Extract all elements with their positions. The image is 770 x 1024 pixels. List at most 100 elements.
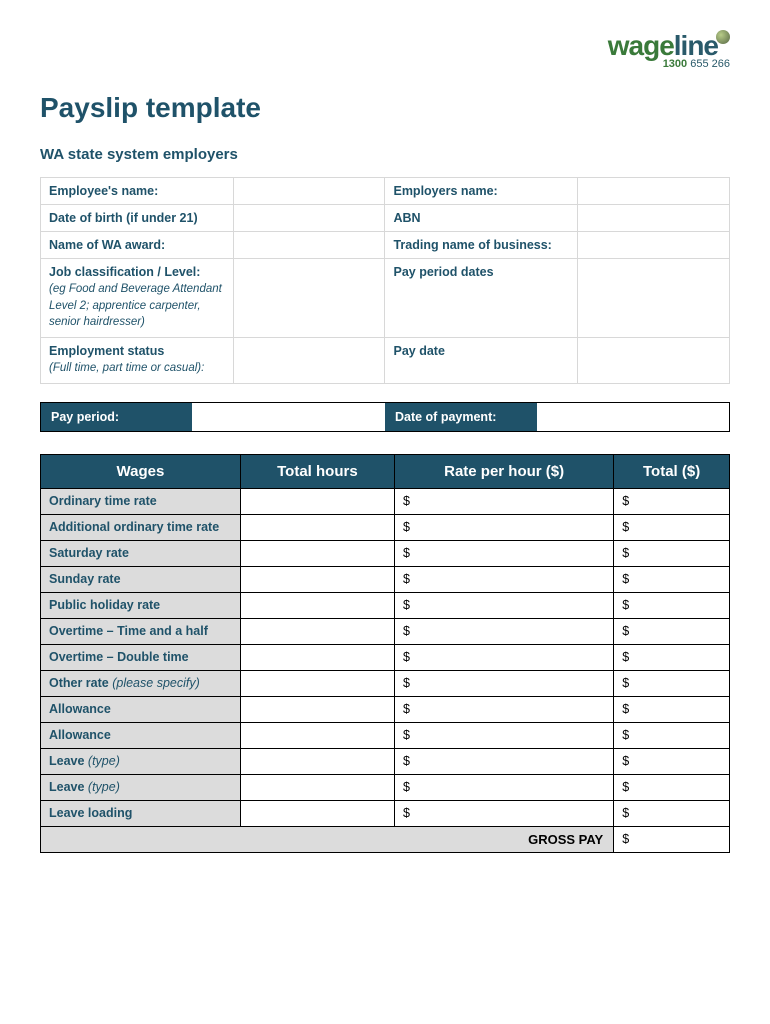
info-label-right: Pay date (385, 338, 578, 384)
total-hours-cell[interactable] (240, 670, 394, 696)
total-cell[interactable]: $ (614, 748, 730, 774)
table-row: Allowance $$ (41, 696, 730, 722)
rate-cell[interactable]: $ (395, 540, 614, 566)
page-title: Payslip template (40, 92, 730, 124)
info-hint: (Full time, part time or casual): (49, 360, 225, 377)
col-total-hours: Total hours (240, 454, 394, 488)
rate-cell[interactable]: $ (395, 670, 614, 696)
table-row: Employee's name: Employers name: (41, 178, 730, 205)
total-cell[interactable]: $ (614, 566, 730, 592)
wage-row-hint: (type) (88, 780, 120, 794)
table-row: Job classification / Level:(eg Food and … (41, 259, 730, 338)
pay-period-table: Pay period: Date of payment: (40, 402, 730, 432)
info-label-left: Employment status(Full time, part time o… (41, 338, 234, 384)
wage-row-label: Saturday rate (41, 540, 241, 566)
total-hours-cell[interactable] (240, 540, 394, 566)
rate-cell[interactable]: $ (395, 800, 614, 826)
wage-row-label: Leave (type) (41, 748, 241, 774)
pay-period-value[interactable] (192, 402, 385, 431)
logo-word2: line (674, 30, 718, 61)
rate-cell[interactable]: $ (395, 696, 614, 722)
total-cell[interactable]: $ (614, 774, 730, 800)
info-value-right[interactable] (578, 205, 730, 232)
info-value-left[interactable] (233, 232, 385, 259)
total-hours-cell[interactable] (240, 722, 394, 748)
table-row: Overtime – Time and a half$$ (41, 618, 730, 644)
wage-row-label: Sunday rate (41, 566, 241, 592)
wage-row-label: Leave (type) (41, 774, 241, 800)
info-value-left[interactable] (233, 205, 385, 232)
table-row: Leave (type) $$ (41, 774, 730, 800)
phone-rest: 655 266 (687, 58, 730, 70)
table-row: Other rate (please specify) $$ (41, 670, 730, 696)
total-hours-cell[interactable] (240, 488, 394, 514)
total-cell[interactable]: $ (614, 514, 730, 540)
date-of-payment-value[interactable] (537, 402, 730, 431)
col-rate-per-hour: Rate per hour ($) (395, 454, 614, 488)
table-row: Sunday rate $$ (41, 566, 730, 592)
table-row: Pay period: Date of payment: (41, 402, 730, 431)
wage-row-label: Other rate (please specify) (41, 670, 241, 696)
total-cell[interactable]: $ (614, 670, 730, 696)
wage-row-label: Overtime – Double time (41, 644, 241, 670)
total-hours-cell[interactable] (240, 566, 394, 592)
wage-row-label: Allowance (41, 696, 241, 722)
gross-pay-label: GROSS PAY (41, 826, 614, 852)
table-row: Additional ordinary time rate$$ (41, 514, 730, 540)
rate-cell[interactable]: $ (395, 774, 614, 800)
rate-cell[interactable]: $ (395, 488, 614, 514)
logo-word1: wage (608, 30, 674, 61)
total-cell[interactable]: $ (614, 618, 730, 644)
total-hours-cell[interactable] (240, 618, 394, 644)
total-hours-cell[interactable] (240, 800, 394, 826)
total-hours-cell[interactable] (240, 748, 394, 774)
total-hours-cell[interactable] (240, 774, 394, 800)
rate-cell[interactable]: $ (395, 618, 614, 644)
info-label-right: Employers name: (385, 178, 578, 205)
table-row: Ordinary time rate$$ (41, 488, 730, 514)
rate-cell[interactable]: $ (395, 644, 614, 670)
wageline-logo: wageline 1300 655 266 (608, 30, 730, 70)
info-value-right[interactable] (578, 178, 730, 205)
wages-table: Wages Total hours Rate per hour ($) Tota… (40, 454, 730, 853)
info-value-left[interactable] (233, 338, 385, 384)
wage-row-hint: (please specify) (112, 676, 200, 690)
info-value-left[interactable] (233, 259, 385, 338)
page-subtitle: WA state system employers (40, 146, 730, 163)
total-cell[interactable]: $ (614, 722, 730, 748)
rate-cell[interactable]: $ (395, 514, 614, 540)
wage-row-label: Leave loading (41, 800, 241, 826)
info-label-left: Name of WA award: (41, 232, 234, 259)
info-value-right[interactable] (578, 232, 730, 259)
info-label-left: Employee's name: (41, 178, 234, 205)
info-label-right: Pay period dates (385, 259, 578, 338)
col-wages: Wages (41, 454, 241, 488)
pay-period-label: Pay period: (41, 402, 193, 431)
total-hours-cell[interactable] (240, 696, 394, 722)
rate-cell[interactable]: $ (395, 748, 614, 774)
total-hours-cell[interactable] (240, 644, 394, 670)
rate-cell[interactable]: $ (395, 566, 614, 592)
total-cell[interactable]: $ (614, 540, 730, 566)
info-hint: (eg Food and Beverage Attendant Level 2;… (49, 281, 225, 331)
table-header-row: Wages Total hours Rate per hour ($) Tota… (41, 454, 730, 488)
phone-green: 1300 (663, 58, 687, 70)
info-value-right[interactable] (578, 338, 730, 384)
total-cell[interactable]: $ (614, 644, 730, 670)
total-hours-cell[interactable] (240, 592, 394, 618)
total-cell[interactable]: $ (614, 800, 730, 826)
rate-cell[interactable]: $ (395, 592, 614, 618)
total-cell[interactable]: $ (614, 592, 730, 618)
gross-pay-row: GROSS PAY$ (41, 826, 730, 852)
table-row: Date of birth (if under 21)ABN (41, 205, 730, 232)
total-cell[interactable]: $ (614, 696, 730, 722)
wage-row-hint: (type) (88, 754, 120, 768)
info-value-right[interactable] (578, 259, 730, 338)
gross-pay-value[interactable]: $ (614, 826, 730, 852)
info-value-left[interactable] (233, 178, 385, 205)
table-row: Public holiday rate$$ (41, 592, 730, 618)
rate-cell[interactable]: $ (395, 722, 614, 748)
total-cell[interactable]: $ (614, 488, 730, 514)
globe-icon (716, 30, 730, 44)
total-hours-cell[interactable] (240, 514, 394, 540)
